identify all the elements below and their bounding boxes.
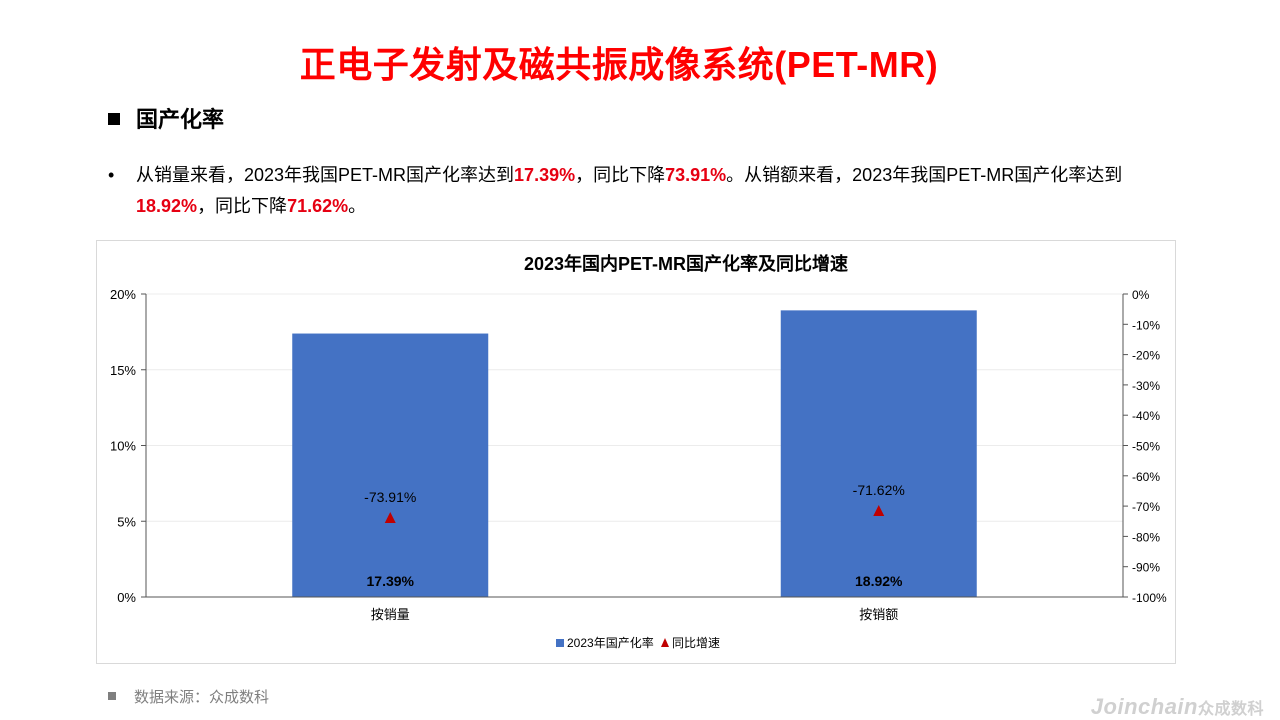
growth-marker xyxy=(384,511,396,523)
source-text: 数据来源：众成数科 xyxy=(134,689,270,706)
square-bullet-icon xyxy=(108,113,120,125)
right-axis-tick-label: -30% xyxy=(1132,379,1160,393)
summary-text-part: 从销量来看，2023年我国PET-MR国产化率达到 xyxy=(136,165,515,185)
section-title: 国产化率 xyxy=(136,107,225,132)
highlight-value: 17.39% xyxy=(514,165,576,185)
category-label: 按销额 xyxy=(859,607,898,622)
legend-marker-swatch xyxy=(661,638,669,647)
bullet-dot-icon: • xyxy=(108,165,115,185)
chart-container: 2023年国内PET-MR国产化率及同比增速 0% 5% 10% 15% 20% 0% -10… xyxy=(96,240,1176,664)
legend-bar-swatch xyxy=(556,639,564,647)
localization-rate-chart: 2023年国内PET-MR国产化率及同比增速 0% 5% 10% 15% 20% 0% -10… xyxy=(110,253,1167,650)
data-source: 数据来源：众成数科 xyxy=(108,686,269,707)
bar xyxy=(292,333,489,597)
growth-data-label: -71.62% xyxy=(853,482,905,498)
summary-text: 从销量来看，2023年我国PET-MR国产化率达到17.39%，同比下降73.9… xyxy=(136,160,1178,222)
highlight-value: 73.91% xyxy=(665,165,727,185)
right-axis-tick-label: -90% xyxy=(1132,561,1160,575)
right-axis-tick-label: -20% xyxy=(1132,349,1160,363)
growth-data-label: -73.91% xyxy=(364,489,416,505)
right-axis-tick-label: -80% xyxy=(1132,530,1160,544)
summary-text-part: ，同比下降 xyxy=(197,196,288,216)
highlight-value: 18.92% xyxy=(136,196,198,216)
left-axis-tick-label: 0% xyxy=(117,590,136,605)
watermark-cn: 众成数科 xyxy=(1197,701,1264,718)
right-axis-tick-label: -100% xyxy=(1132,591,1167,605)
square-bullet-icon xyxy=(108,692,116,700)
right-axis-tick-label: -10% xyxy=(1132,318,1160,332)
summary-text-part: ，同比下降 xyxy=(575,165,666,185)
highlight-value: 71.62% xyxy=(287,196,349,216)
bar xyxy=(780,310,977,597)
chart-title: 2023年国内PET-MR国产化率及同比增速 xyxy=(524,253,848,274)
left-axis-tick-label: 20% xyxy=(110,287,136,302)
summary-text-part: 。从销额来看，2023年我国PET-MR国产化率达到 xyxy=(726,165,1123,185)
left-axis-tick-label: 15% xyxy=(110,363,136,378)
growth-marker xyxy=(873,505,885,517)
legend-marker-label: 同比增速 xyxy=(672,636,720,650)
bar-data-label: 18.92% xyxy=(855,573,903,589)
right-axis-tick-label: -60% xyxy=(1132,470,1160,484)
left-axis-tick-label: 5% xyxy=(117,514,136,529)
page-title: 正电子发射及磁共振成像系统(PET-MR) xyxy=(299,44,939,85)
section-heading: 国产化率 xyxy=(108,102,224,134)
category-label: 按销量 xyxy=(371,607,410,622)
right-axis-tick-label: 0% xyxy=(1132,288,1150,302)
summary-paragraph: • 从销量来看，2023年我国PET-MR国产化率达到17.39%，同比下降73… xyxy=(108,160,1178,222)
brand-watermark: Joinchain众成数科 xyxy=(1091,694,1264,720)
right-axis-tick-label: -40% xyxy=(1132,409,1160,423)
left-axis-tick-label: 10% xyxy=(110,439,136,454)
right-axis-tick-label: -50% xyxy=(1132,440,1160,454)
right-axis-tick-label: -70% xyxy=(1132,500,1160,514)
legend-bar-label: 2023年国产化率 xyxy=(567,635,654,650)
summary-text-part: 。 xyxy=(348,196,367,216)
watermark-text: Joinchain xyxy=(1090,694,1198,719)
bar-data-label: 17.39% xyxy=(367,573,415,589)
